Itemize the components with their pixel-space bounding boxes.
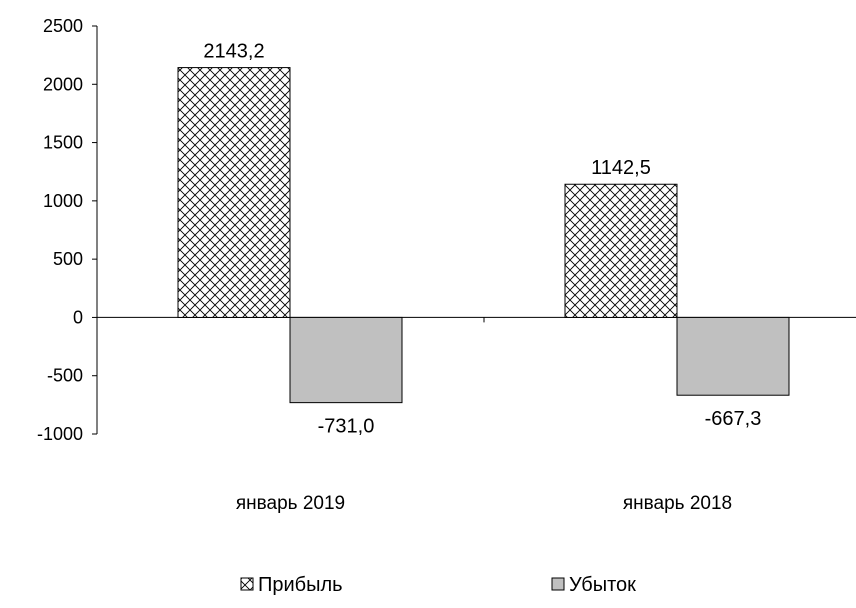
- y-tick-label: 1000: [43, 191, 83, 211]
- bar-loss-0: [289, 316, 403, 404]
- data-label: -667,3: [705, 408, 762, 430]
- data-label: 2143,2: [203, 41, 264, 63]
- bars: [177, 67, 790, 404]
- category-label: январь 2018: [623, 493, 732, 514]
- bar-loss-1: [676, 316, 790, 396]
- y-tick-label: 2500: [43, 16, 83, 36]
- labels: 2143,2 -731,0 январь 2019 1142,5 -667,3 январ…: [203, 41, 761, 514]
- bar-profit-1: [564, 183, 678, 318]
- data-label: 1142,5: [591, 157, 651, 179]
- y-tick-label: -500: [47, 366, 83, 386]
- category-label: январь 2019: [236, 493, 345, 514]
- legend-label-profit: Прибыль: [258, 574, 343, 596]
- bar-profit-0: [177, 67, 291, 318]
- y-tick-label: -1000: [37, 424, 83, 444]
- legend: Прибыль Убыток: [240, 574, 636, 596]
- y-tick-label: 1500: [43, 133, 83, 153]
- legend-label-loss: Убыток: [569, 574, 636, 596]
- legend-swatch-profit: [240, 577, 254, 591]
- data-label: -731,0: [318, 416, 375, 438]
- y-tick-label: 500: [53, 249, 83, 269]
- y-tick-label: 2000: [43, 74, 83, 94]
- y-tick-label: 0: [73, 307, 83, 327]
- legend-swatch-loss: [551, 577, 565, 591]
